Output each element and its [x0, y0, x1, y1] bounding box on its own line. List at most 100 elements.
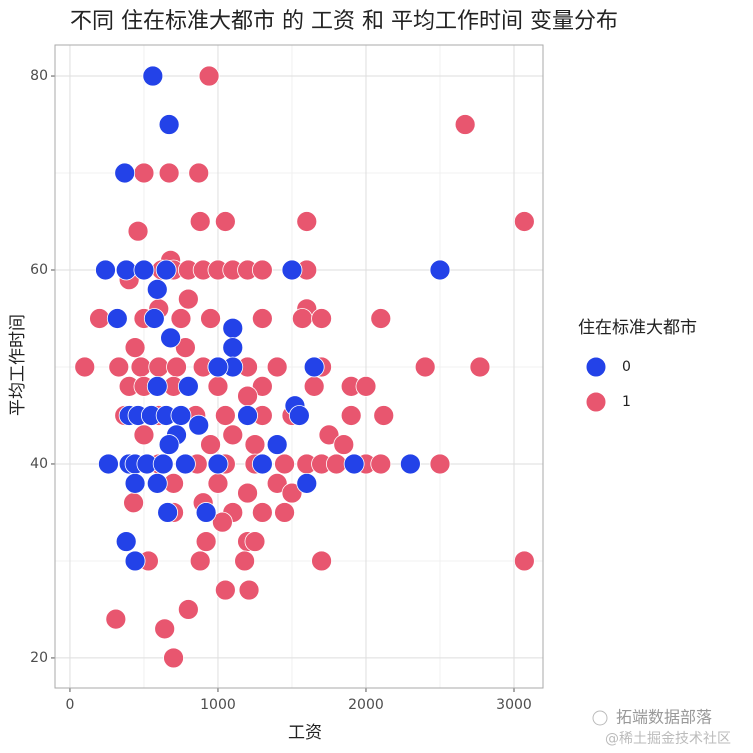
- point: [177, 599, 199, 620]
- legend-swatch: [585, 391, 607, 413]
- point: [160, 327, 181, 349]
- point: [207, 472, 229, 494]
- y-tick-label: 20: [30, 650, 48, 666]
- watermark-icon: [592, 710, 608, 726]
- point: [237, 405, 258, 426]
- point: [370, 308, 392, 329]
- point: [207, 356, 229, 378]
- point: [207, 453, 229, 475]
- point: [158, 434, 180, 455]
- point: [355, 375, 377, 397]
- point: [251, 453, 273, 475]
- point: [143, 308, 165, 329]
- point: [170, 405, 192, 426]
- point: [244, 531, 266, 552]
- point: [177, 288, 199, 310]
- point: [244, 434, 266, 455]
- x-tick-label: 1000: [200, 697, 236, 713]
- point: [251, 308, 273, 329]
- point: [189, 550, 211, 572]
- point: [212, 511, 233, 533]
- point: [234, 550, 256, 572]
- point: [214, 579, 236, 601]
- point: [174, 337, 196, 358]
- point: [343, 453, 365, 475]
- point: [288, 405, 310, 426]
- point: [130, 356, 152, 378]
- point: [157, 502, 179, 523]
- point: [98, 453, 119, 475]
- point: [166, 356, 187, 378]
- point: [303, 356, 325, 378]
- point: [318, 424, 340, 446]
- point: [89, 308, 110, 329]
- point: [281, 482, 303, 504]
- point: [123, 492, 144, 514]
- point: [189, 211, 211, 232]
- chart-title: 不同 住在标准大都市 的 工资 和 平均工作时间 变量分布: [70, 9, 618, 34]
- point: [325, 453, 347, 475]
- point: [222, 424, 244, 446]
- point: [148, 356, 170, 378]
- point: [158, 162, 180, 184]
- x-tick-label: 0: [65, 697, 74, 713]
- point: [124, 472, 146, 494]
- point: [214, 405, 236, 426]
- point: [222, 337, 244, 358]
- point: [237, 385, 258, 407]
- x-tick-label: 2000: [348, 697, 384, 713]
- point: [154, 618, 176, 640]
- watermark: @稀土掘金技术社区: [605, 731, 731, 747]
- point: [222, 317, 244, 339]
- point: [513, 550, 535, 572]
- point: [238, 579, 260, 601]
- point: [296, 472, 318, 494]
- point: [251, 502, 273, 523]
- point: [266, 472, 288, 494]
- point: [214, 211, 236, 232]
- legend-title: 住在标准大都市: [578, 318, 697, 338]
- y-tick-label: 40: [30, 456, 48, 472]
- point: [373, 405, 395, 426]
- plot-border: [54, 44, 544, 689]
- point: [124, 550, 146, 572]
- x-tick-label: 3000: [496, 697, 532, 713]
- watermark: 拓端数据部落: [616, 708, 712, 727]
- point: [266, 356, 288, 378]
- point: [115, 259, 137, 281]
- point: [281, 259, 303, 281]
- point: [311, 550, 332, 572]
- point: [188, 414, 210, 436]
- point: [146, 375, 168, 397]
- point: [370, 453, 392, 475]
- point: [108, 356, 130, 378]
- y-tick-label: 80: [30, 68, 48, 84]
- y-axis-title: 平均工作时间: [8, 314, 28, 416]
- point: [469, 356, 491, 378]
- point: [74, 356, 96, 378]
- point: [142, 65, 164, 87]
- point: [146, 472, 168, 494]
- point: [414, 356, 436, 378]
- point: [133, 424, 155, 446]
- point: [198, 65, 220, 87]
- point: [274, 502, 295, 523]
- point: [174, 453, 196, 475]
- point: [251, 375, 273, 397]
- y-tick-label: 60: [30, 262, 48, 278]
- point: [155, 259, 177, 281]
- legend-label: 1: [622, 394, 631, 410]
- point: [340, 405, 362, 426]
- point: [133, 259, 155, 281]
- point: [127, 220, 149, 242]
- legend-swatch: [585, 356, 607, 378]
- point: [170, 308, 192, 329]
- point: [274, 453, 295, 475]
- point: [195, 531, 217, 552]
- point: [311, 308, 332, 329]
- point: [124, 337, 146, 358]
- point: [207, 375, 229, 397]
- point: [200, 434, 221, 455]
- point: [237, 482, 258, 504]
